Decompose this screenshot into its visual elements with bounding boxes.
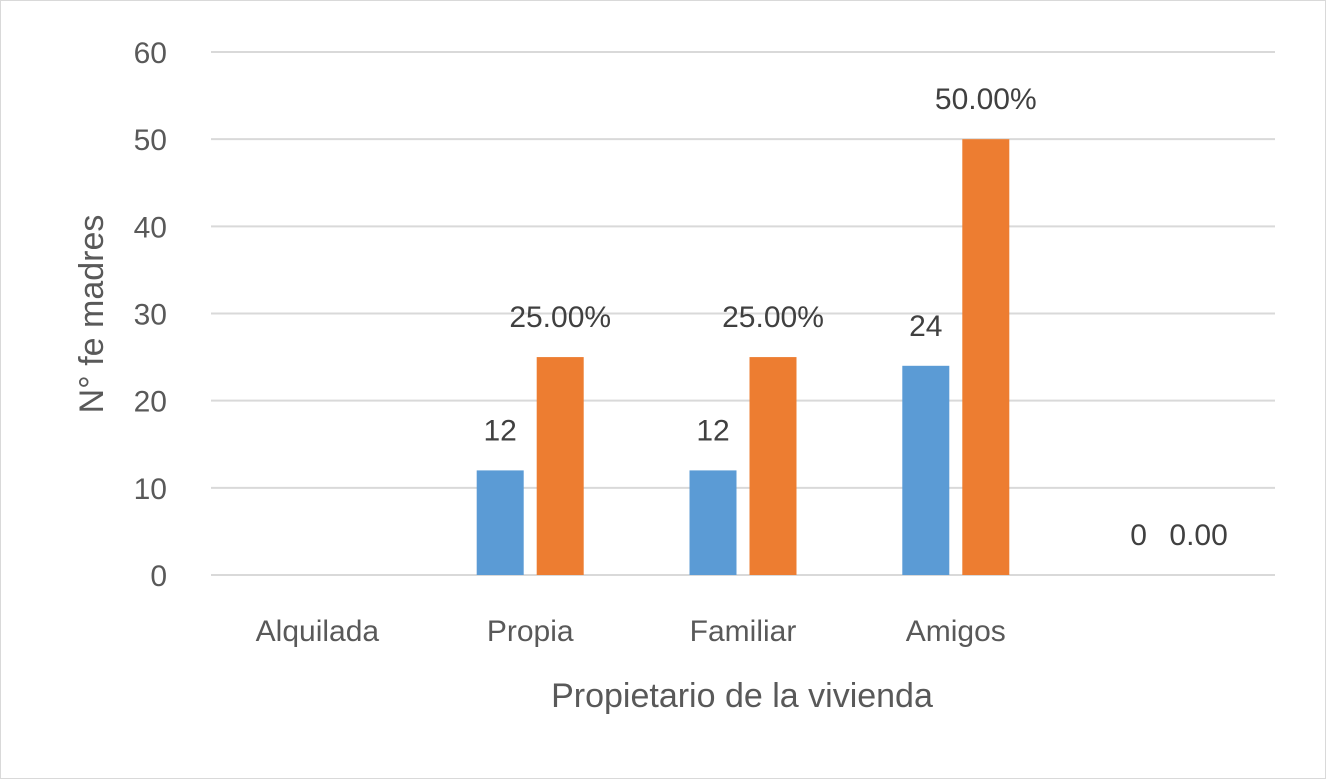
y-tick-label: 40 bbox=[134, 211, 167, 244]
data-label: 0.00 bbox=[1169, 519, 1227, 552]
bars bbox=[476, 139, 1010, 575]
y-axis-ticks: 0 10 20 30 40 50 60 bbox=[134, 37, 167, 593]
y-tick-label: 60 bbox=[134, 37, 167, 70]
bar bbox=[962, 139, 1010, 575]
x-tick-label: Alquilada bbox=[256, 615, 380, 648]
x-tick-label: Amigos bbox=[906, 615, 1006, 648]
bar bbox=[689, 470, 737, 575]
data-label: 12 bbox=[696, 414, 729, 447]
bar bbox=[476, 470, 524, 575]
data-labels: 12 25.00% 12 25.00% 24 50.00% 0 0.00 bbox=[484, 83, 1228, 552]
bar bbox=[536, 357, 584, 575]
x-tick-label: Familiar bbox=[690, 615, 797, 648]
bar bbox=[749, 357, 797, 575]
x-tick-label: Propia bbox=[487, 615, 574, 648]
gridlines bbox=[211, 51, 1275, 576]
data-label: 12 bbox=[484, 414, 517, 447]
y-tick-label: 30 bbox=[134, 299, 167, 332]
y-tick-label: 0 bbox=[150, 560, 167, 593]
data-label: 25.00% bbox=[722, 301, 824, 334]
x-axis-title: Propietario de la vivienda bbox=[551, 677, 933, 715]
bar bbox=[902, 365, 950, 575]
y-axis-title: N° fe madres bbox=[73, 215, 111, 414]
data-label: 24 bbox=[909, 310, 942, 343]
y-tick-label: 50 bbox=[134, 124, 167, 157]
data-label: 25.00% bbox=[509, 301, 611, 334]
y-tick-label: 10 bbox=[134, 473, 167, 506]
data-label: 50.00% bbox=[935, 83, 1037, 116]
data-label: 0 bbox=[1130, 519, 1147, 552]
x-axis-ticks: Alquilada Propia Familiar Amigos bbox=[256, 615, 1006, 648]
y-tick-label: 20 bbox=[134, 386, 167, 419]
